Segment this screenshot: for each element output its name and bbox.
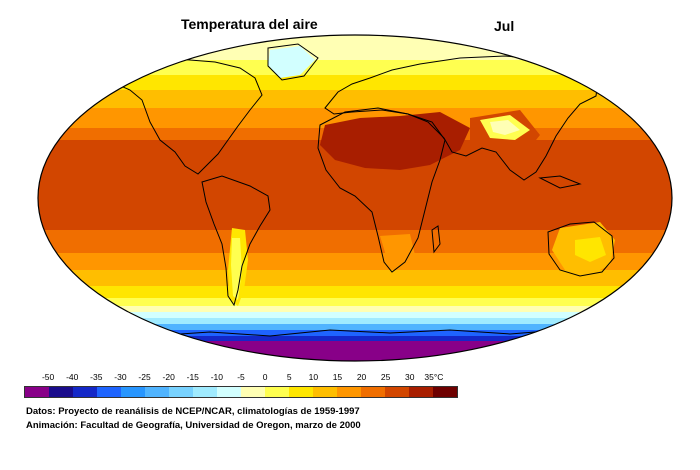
legend-tick-label: -5 [237,372,245,382]
band-north-warm [38,90,672,112]
legend-tick-label: -35 [90,372,103,382]
band-subantarctic [38,306,672,314]
legend-tick-label: 5 [286,372,292,382]
legend-tick-labels: -50 -40 -35 -30 -25 -20 -15 -10 -5 0 5 10 15 20 25 30 35… [24,372,458,384]
legend-swatch [289,387,313,397]
indonesia-outline [538,175,582,189]
greenland-outline [267,43,319,81]
legend-swatch [361,387,385,397]
greenland-ice [268,46,315,78]
legend-tick-label: -40 [66,372,79,382]
legend-swatch [241,387,265,397]
legend-tick-label: 15 [332,372,343,382]
temperature-legend: -50 -40 -35 -30 -25 -20 -15 -10 -5 0 5 10 15 20 25 30 35… [24,372,458,398]
legend-swatch [265,387,289,397]
australia-cool-core [575,237,606,262]
north-america-outline [111,57,263,175]
antarctica-outline [149,329,561,337]
legend-swatch [169,387,193,397]
legend-tick-label: -30 [114,372,127,382]
band-polar-3 [38,330,672,337]
band-polar-4 [38,336,672,342]
band-south-cold [38,298,672,308]
legend-tick-label: -15 [186,372,199,382]
world-temperature-map [37,34,673,362]
band-north-cool [38,60,672,78]
legend-swatch [97,387,121,397]
band-north-mild [38,75,672,93]
legend-tick-label: 0 [262,372,268,382]
legend-tick-label: 25 [380,372,391,382]
legend-tick-label: -10 [210,372,224,382]
animation-credit: Animación: Facultad de Geografía, Univer… [26,420,361,431]
legend-swatch [409,387,433,397]
month-label: Jul [494,18,515,34]
globe-border [37,34,673,362]
band-south-warm [38,236,672,256]
legend-swatch [49,387,73,397]
legend-color-bar [24,386,458,398]
legend-swatch [145,387,169,397]
legend-swatch [313,387,337,397]
band-south-subtropic [38,253,672,273]
legend-swatch [337,387,361,397]
band-south-cool [38,286,672,300]
legend-tick-label: 10 [308,372,319,382]
legend-tick-label: -25 [138,372,151,382]
legend-swatch [25,387,49,397]
band-south-mild [38,270,672,288]
australia-outline [547,221,615,277]
legend-swatch [433,387,457,397]
tibet-cold-core [490,120,520,135]
legend-swatch [217,387,241,397]
legend-swatch [193,387,217,397]
data-source-credit: Datos: Proyecto de reanálisis de NCEP/NC… [26,406,360,417]
band-antarctica [38,341,672,361]
legend-tick-label: -50 [41,372,55,382]
legend-tick-label: 35°C [424,372,444,382]
legend-swatch [385,387,409,397]
madagascar-outline [431,225,441,254]
band-polar-1 [38,318,672,325]
eurasia-outline [324,55,599,181]
legend-tick-label: 30 [405,372,415,382]
map-title: Temperatura del aire [181,16,318,32]
legend-tick-label: 20 [356,372,367,382]
south-america-outline [201,175,271,307]
band-polar-2 [38,324,672,331]
coastlines [111,43,615,337]
legend-swatch [121,387,145,397]
legend-swatch [73,387,97,397]
legend-tick-label: -20 [162,372,175,382]
band-ice-edge [38,312,672,319]
